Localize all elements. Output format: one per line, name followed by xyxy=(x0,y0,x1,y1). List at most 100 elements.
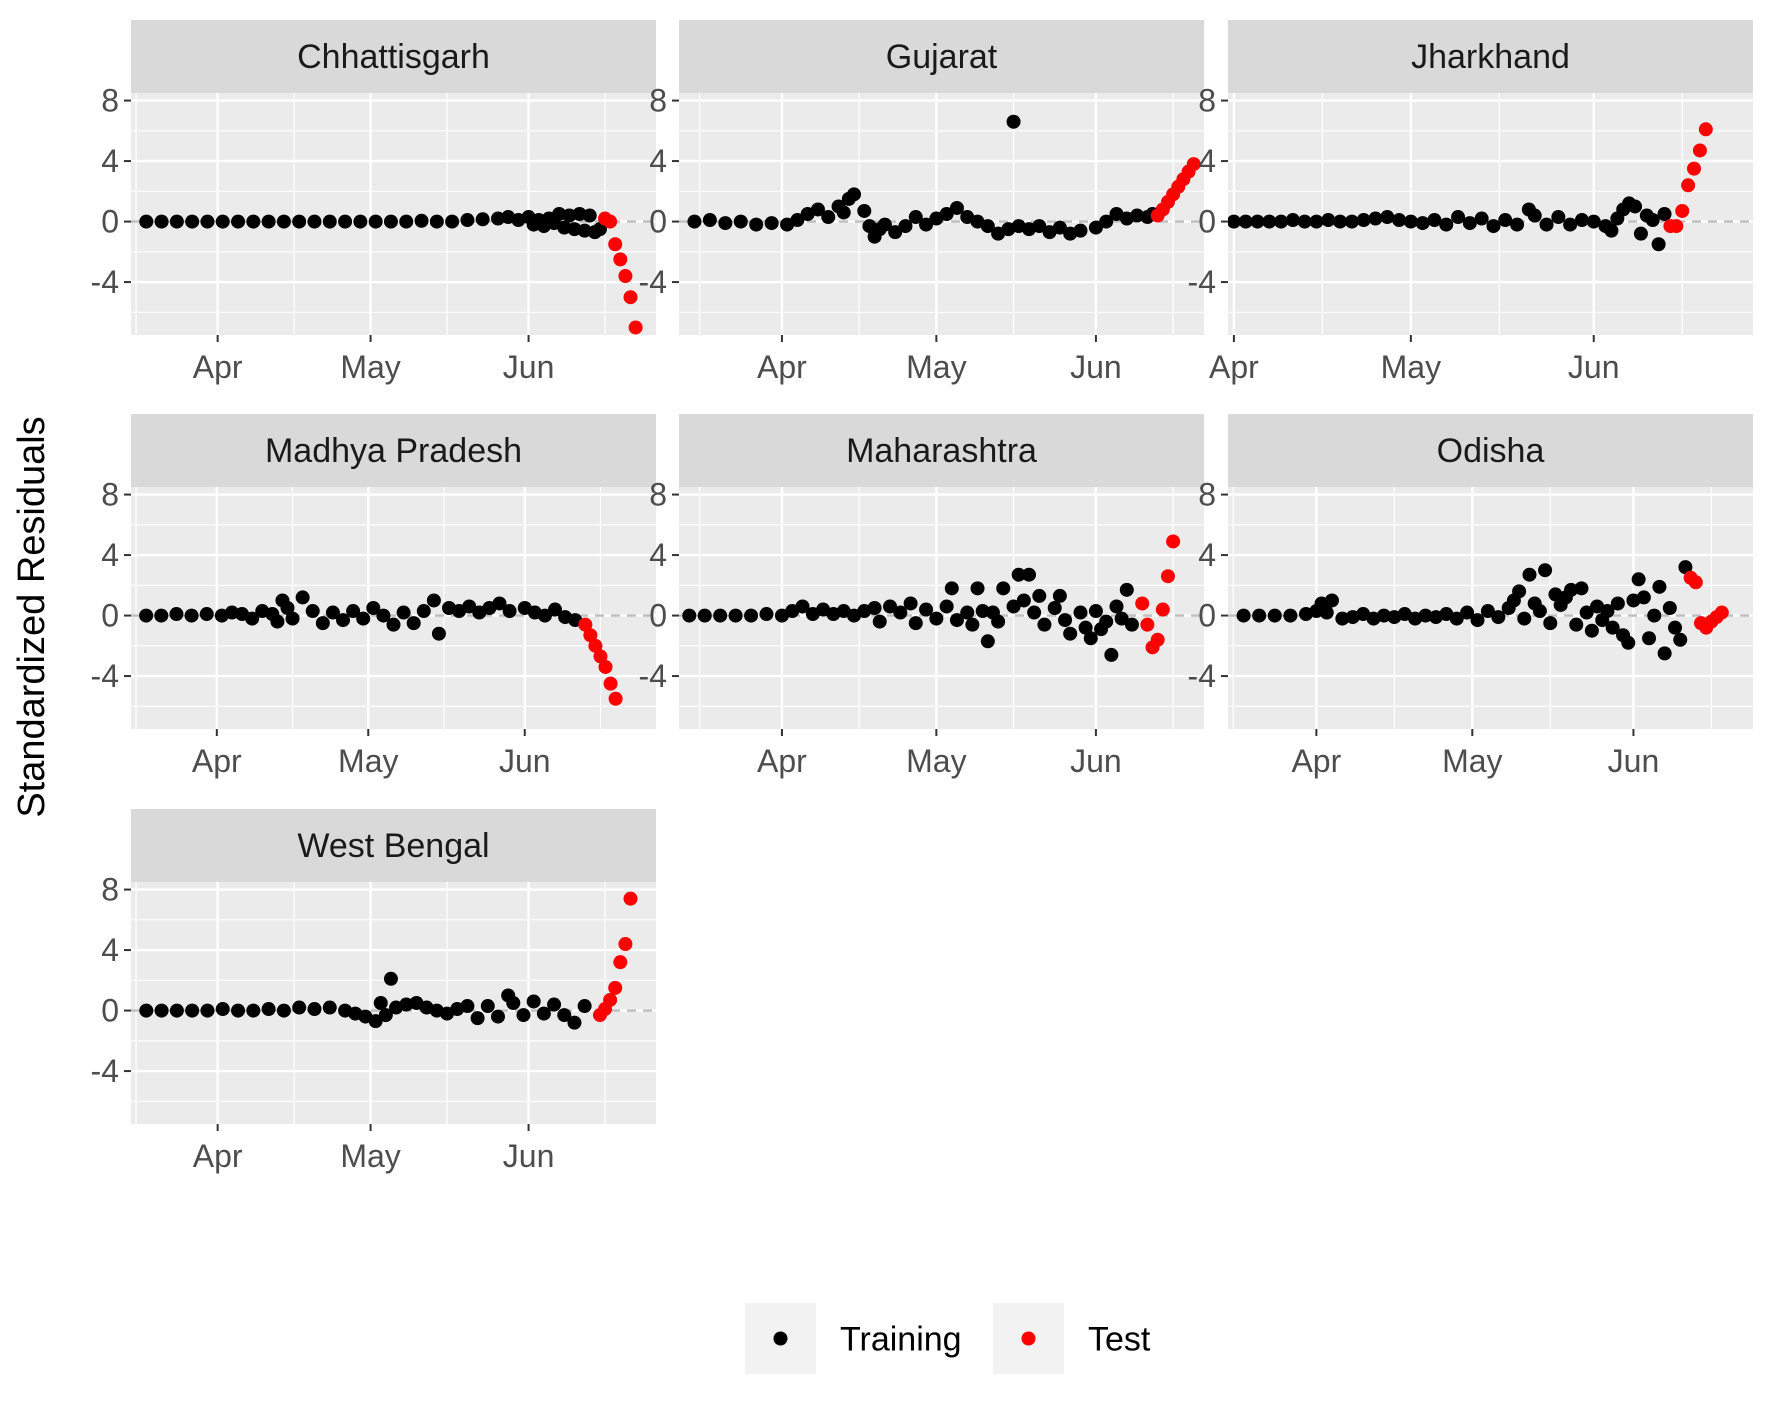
training-point xyxy=(1647,608,1662,623)
training-point xyxy=(1642,631,1657,646)
points-madhya-pradesh xyxy=(139,590,623,706)
training-point xyxy=(246,1003,261,1018)
test-point xyxy=(578,617,593,632)
test-point xyxy=(1669,219,1684,234)
training-point xyxy=(1633,226,1648,241)
training-point xyxy=(1335,611,1350,626)
test-point xyxy=(1166,534,1181,549)
training-point xyxy=(883,599,898,614)
strip-odisha xyxy=(1228,414,1753,487)
x-tick-label: Apr xyxy=(193,349,243,385)
training-point xyxy=(154,608,169,623)
training-point xyxy=(185,214,200,229)
training-point xyxy=(1480,604,1495,619)
y-tick-label: -4 xyxy=(91,1053,119,1089)
x-tick-label: May xyxy=(906,743,966,779)
x-tick-label: Jun xyxy=(1070,743,1122,779)
training-point xyxy=(346,604,361,619)
strip-jharkhand xyxy=(1228,20,1753,93)
training-point xyxy=(516,1008,531,1023)
test-point xyxy=(608,980,623,995)
training-point xyxy=(1262,214,1277,229)
training-point xyxy=(1538,563,1553,578)
training-point xyxy=(1011,567,1026,582)
test-point xyxy=(1160,569,1175,584)
x-tick-label: Jun xyxy=(1608,743,1660,779)
training-point xyxy=(1228,214,1241,229)
training-point xyxy=(139,608,154,623)
training-point xyxy=(919,602,934,617)
training-point xyxy=(470,1011,485,1026)
training-point xyxy=(970,581,985,596)
training-point xyxy=(475,212,490,227)
training-point xyxy=(490,1009,505,1024)
legend-key-point xyxy=(773,1331,788,1346)
strip-label: Gujarat xyxy=(886,38,998,76)
legend-key-point xyxy=(1021,1331,1036,1346)
test-point xyxy=(588,638,603,653)
training-point xyxy=(373,996,388,1010)
training-point xyxy=(847,187,861,202)
y-tick-label: -4 xyxy=(91,264,119,300)
training-point xyxy=(1636,590,1651,605)
y-tick-label: 8 xyxy=(101,83,119,119)
training-point xyxy=(713,608,728,623)
training-point xyxy=(1078,620,1093,635)
strip-madhya-pradesh xyxy=(131,414,656,487)
training-point xyxy=(749,217,764,232)
x-tick-label: Jun xyxy=(503,1138,555,1174)
training-point xyxy=(1517,611,1532,626)
training-point xyxy=(893,605,908,620)
training-point xyxy=(1267,608,1282,623)
training-point xyxy=(169,607,184,622)
training-point xyxy=(1512,584,1527,599)
test-point xyxy=(628,320,643,335)
training-point xyxy=(1645,213,1660,228)
training-point xyxy=(1037,617,1052,632)
training-point xyxy=(1073,605,1088,620)
training-point xyxy=(960,605,975,620)
training-point xyxy=(877,217,892,232)
training-point xyxy=(1319,605,1334,620)
training-point xyxy=(1460,605,1475,620)
training-point xyxy=(1058,613,1073,628)
training-point xyxy=(1527,208,1542,223)
training-point xyxy=(445,214,460,229)
y-tick-label: 0 xyxy=(1198,204,1216,240)
training-point xyxy=(1333,214,1348,229)
test-point xyxy=(1714,605,1729,620)
y-tick-label: 4 xyxy=(1198,537,1216,573)
training-point xyxy=(1668,620,1683,635)
training-point xyxy=(1309,214,1324,229)
training-point xyxy=(416,604,431,619)
training-point xyxy=(1604,223,1619,238)
test-point xyxy=(603,992,618,1007)
training-point xyxy=(353,214,368,229)
training-point xyxy=(744,608,759,623)
training-point xyxy=(169,214,184,229)
training-point xyxy=(718,216,733,231)
training-point xyxy=(1119,582,1134,597)
training-point xyxy=(1016,593,1031,608)
panel-odisha: Odisha -4 0 4 8 Apr May Jun xyxy=(1188,414,1753,779)
training-point xyxy=(1539,217,1554,232)
training-point xyxy=(1498,213,1513,228)
training-point xyxy=(733,214,748,229)
training-point xyxy=(215,1002,230,1017)
training-point xyxy=(1586,214,1601,229)
training-point xyxy=(285,611,300,626)
training-point xyxy=(280,601,295,615)
training-point xyxy=(1532,604,1547,619)
test-point xyxy=(598,659,613,674)
x-tick-label: Jun xyxy=(499,743,551,779)
training-point xyxy=(460,213,475,228)
test-point xyxy=(613,955,628,970)
training-point xyxy=(1657,646,1672,661)
y-tick-label: -4 xyxy=(91,658,119,694)
training-point xyxy=(567,1015,582,1030)
y-tick-label: 0 xyxy=(1198,598,1216,634)
training-point xyxy=(200,1003,215,1018)
training-point xyxy=(383,971,398,986)
training-point xyxy=(1285,213,1300,228)
